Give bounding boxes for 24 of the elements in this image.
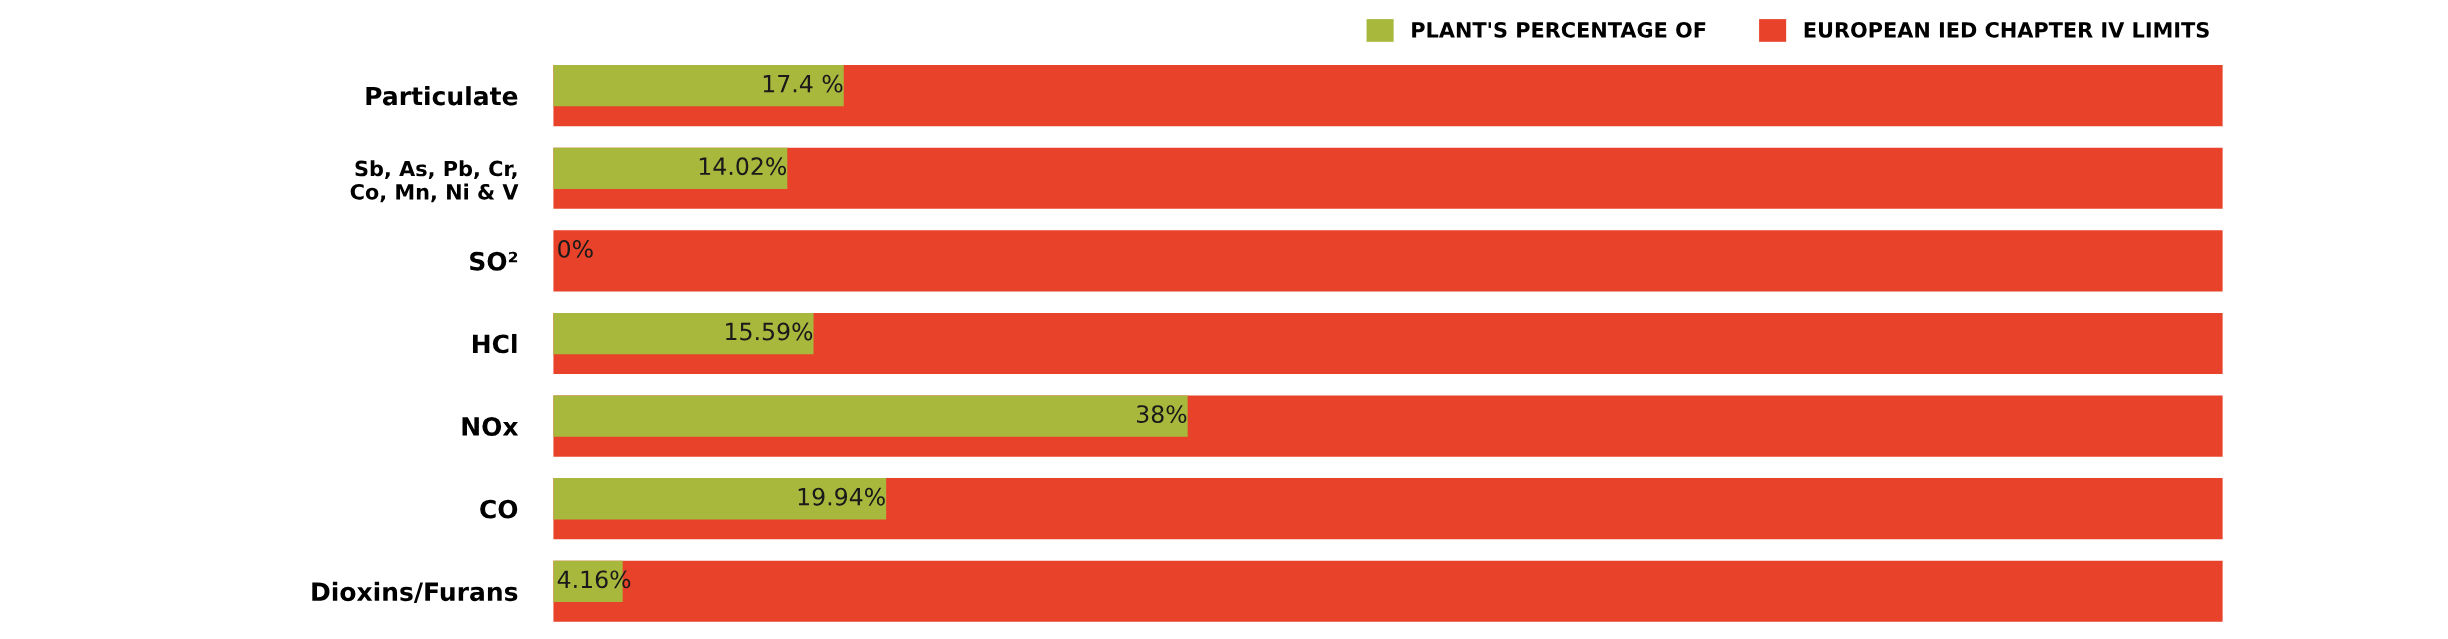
y-tick-label: CO (480, 499, 518, 519)
bar (553, 478, 887, 520)
y-tick-label: HCl (472, 333, 517, 354)
legend-label: EUROPEAN IED CHAPTER IV LIMITS (1804, 21, 2209, 38)
bar (553, 312, 814, 355)
y-tick-label: Particulate (366, 86, 518, 106)
data-label: 19.94% (798, 487, 885, 506)
bar (553, 560, 2223, 622)
bar (553, 147, 2223, 209)
y-tick-label: SO² (470, 251, 518, 271)
legend-label: PLANT'S PERCENTAGE OF (1412, 21, 1706, 38)
y-tick-label: Sb, As, Pb, Cr, Co, Mn, Ni & V (350, 160, 519, 203)
bar (553, 312, 2223, 375)
bar (553, 230, 2223, 292)
data-label: 15.59% (726, 322, 813, 341)
y-tick-label: NOx (462, 417, 519, 436)
bar (553, 395, 1188, 437)
bar (553, 65, 844, 107)
data-label: 38% (1136, 405, 1187, 424)
data-label: 0% (558, 239, 593, 258)
data-label: 14.02% (699, 157, 787, 176)
bar (553, 147, 788, 189)
data-label: 17.4 % (763, 74, 843, 93)
y-tick-label: Dioxins/Furans (312, 581, 518, 604)
